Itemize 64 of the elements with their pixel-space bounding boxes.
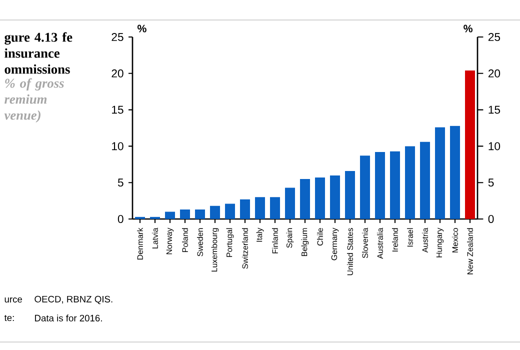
x-tick-label: Chile xyxy=(317,228,323,246)
y2-tick-label: 10 xyxy=(488,142,500,150)
x-tick-label: New Zealand xyxy=(467,228,473,274)
bar xyxy=(465,70,476,219)
x-tick-label: Austria xyxy=(422,228,428,253)
x-tick-label: United States xyxy=(347,228,353,276)
bar xyxy=(420,142,430,219)
x-tick-label: Portugal xyxy=(226,228,234,257)
x-tick-label: Belgium xyxy=(301,228,309,256)
x-tick-label: Australia xyxy=(377,228,383,259)
text: gure 4.13 fe insurance ommissions xyxy=(4,32,72,74)
x-tick-label: Luxembourg xyxy=(211,228,219,272)
bar xyxy=(210,206,220,219)
bar xyxy=(225,204,236,219)
x-tick-label: Slovenia xyxy=(362,228,368,258)
bar xyxy=(240,199,250,219)
x-tick-label: Finland xyxy=(272,228,278,254)
y2-axis-title: % xyxy=(464,24,473,32)
bar xyxy=(165,212,176,219)
text: urce xyxy=(4,297,22,303)
x-tick-label: Poland xyxy=(182,228,188,252)
bar xyxy=(360,156,370,219)
bar xyxy=(315,178,326,219)
y2-tick-label: 25 xyxy=(488,33,500,42)
x-tick-label: Italy xyxy=(256,228,264,242)
bar xyxy=(390,151,400,219)
text: % of gross remium venue) xyxy=(4,78,64,122)
bar xyxy=(285,188,296,219)
y2-tick-label: 20 xyxy=(488,69,500,78)
x-tick-label: Ireland xyxy=(392,228,398,252)
bar xyxy=(300,178,310,219)
y2-tick-label: 0 xyxy=(488,214,494,224)
x-tick-label: Switzerland xyxy=(242,228,248,269)
bar xyxy=(435,127,446,219)
text: te: xyxy=(4,314,14,322)
y2-tick-label: 5 xyxy=(488,178,494,187)
x-tick-label: Norway xyxy=(166,228,174,254)
bar xyxy=(330,175,340,219)
y-tick-label: 5 xyxy=(118,178,124,187)
x-tick-label: Germany xyxy=(331,228,339,260)
x-tick-label: Sweden xyxy=(197,228,203,256)
x-tick-label: Mexico xyxy=(452,228,458,252)
bar xyxy=(405,146,416,219)
bar xyxy=(450,126,460,219)
bar xyxy=(345,170,356,219)
y-tick-label: 10 xyxy=(112,142,124,150)
y-tick-label: 0 xyxy=(118,214,124,224)
y-tick-label: 15 xyxy=(112,106,124,114)
bar xyxy=(180,210,190,219)
bar xyxy=(375,152,386,219)
y-tick-label: 20 xyxy=(112,69,124,78)
bar xyxy=(255,197,266,219)
y-axis-title: % xyxy=(137,24,146,32)
y-tick-label: 25 xyxy=(112,33,124,42)
x-tick-label: Denmark xyxy=(137,228,143,260)
x-tick-label: Hungary xyxy=(436,228,444,258)
x-tick-label: Israel xyxy=(407,228,413,247)
x-tick-label: Spain xyxy=(286,228,294,248)
bar xyxy=(195,210,205,219)
x-tick-label: Latvia xyxy=(152,228,158,248)
bar xyxy=(270,197,280,219)
text: Data is for 2016. xyxy=(35,314,102,322)
text: OECD, RBNZ QIS. xyxy=(34,296,112,304)
y2-tick-label: 15 xyxy=(488,106,500,114)
